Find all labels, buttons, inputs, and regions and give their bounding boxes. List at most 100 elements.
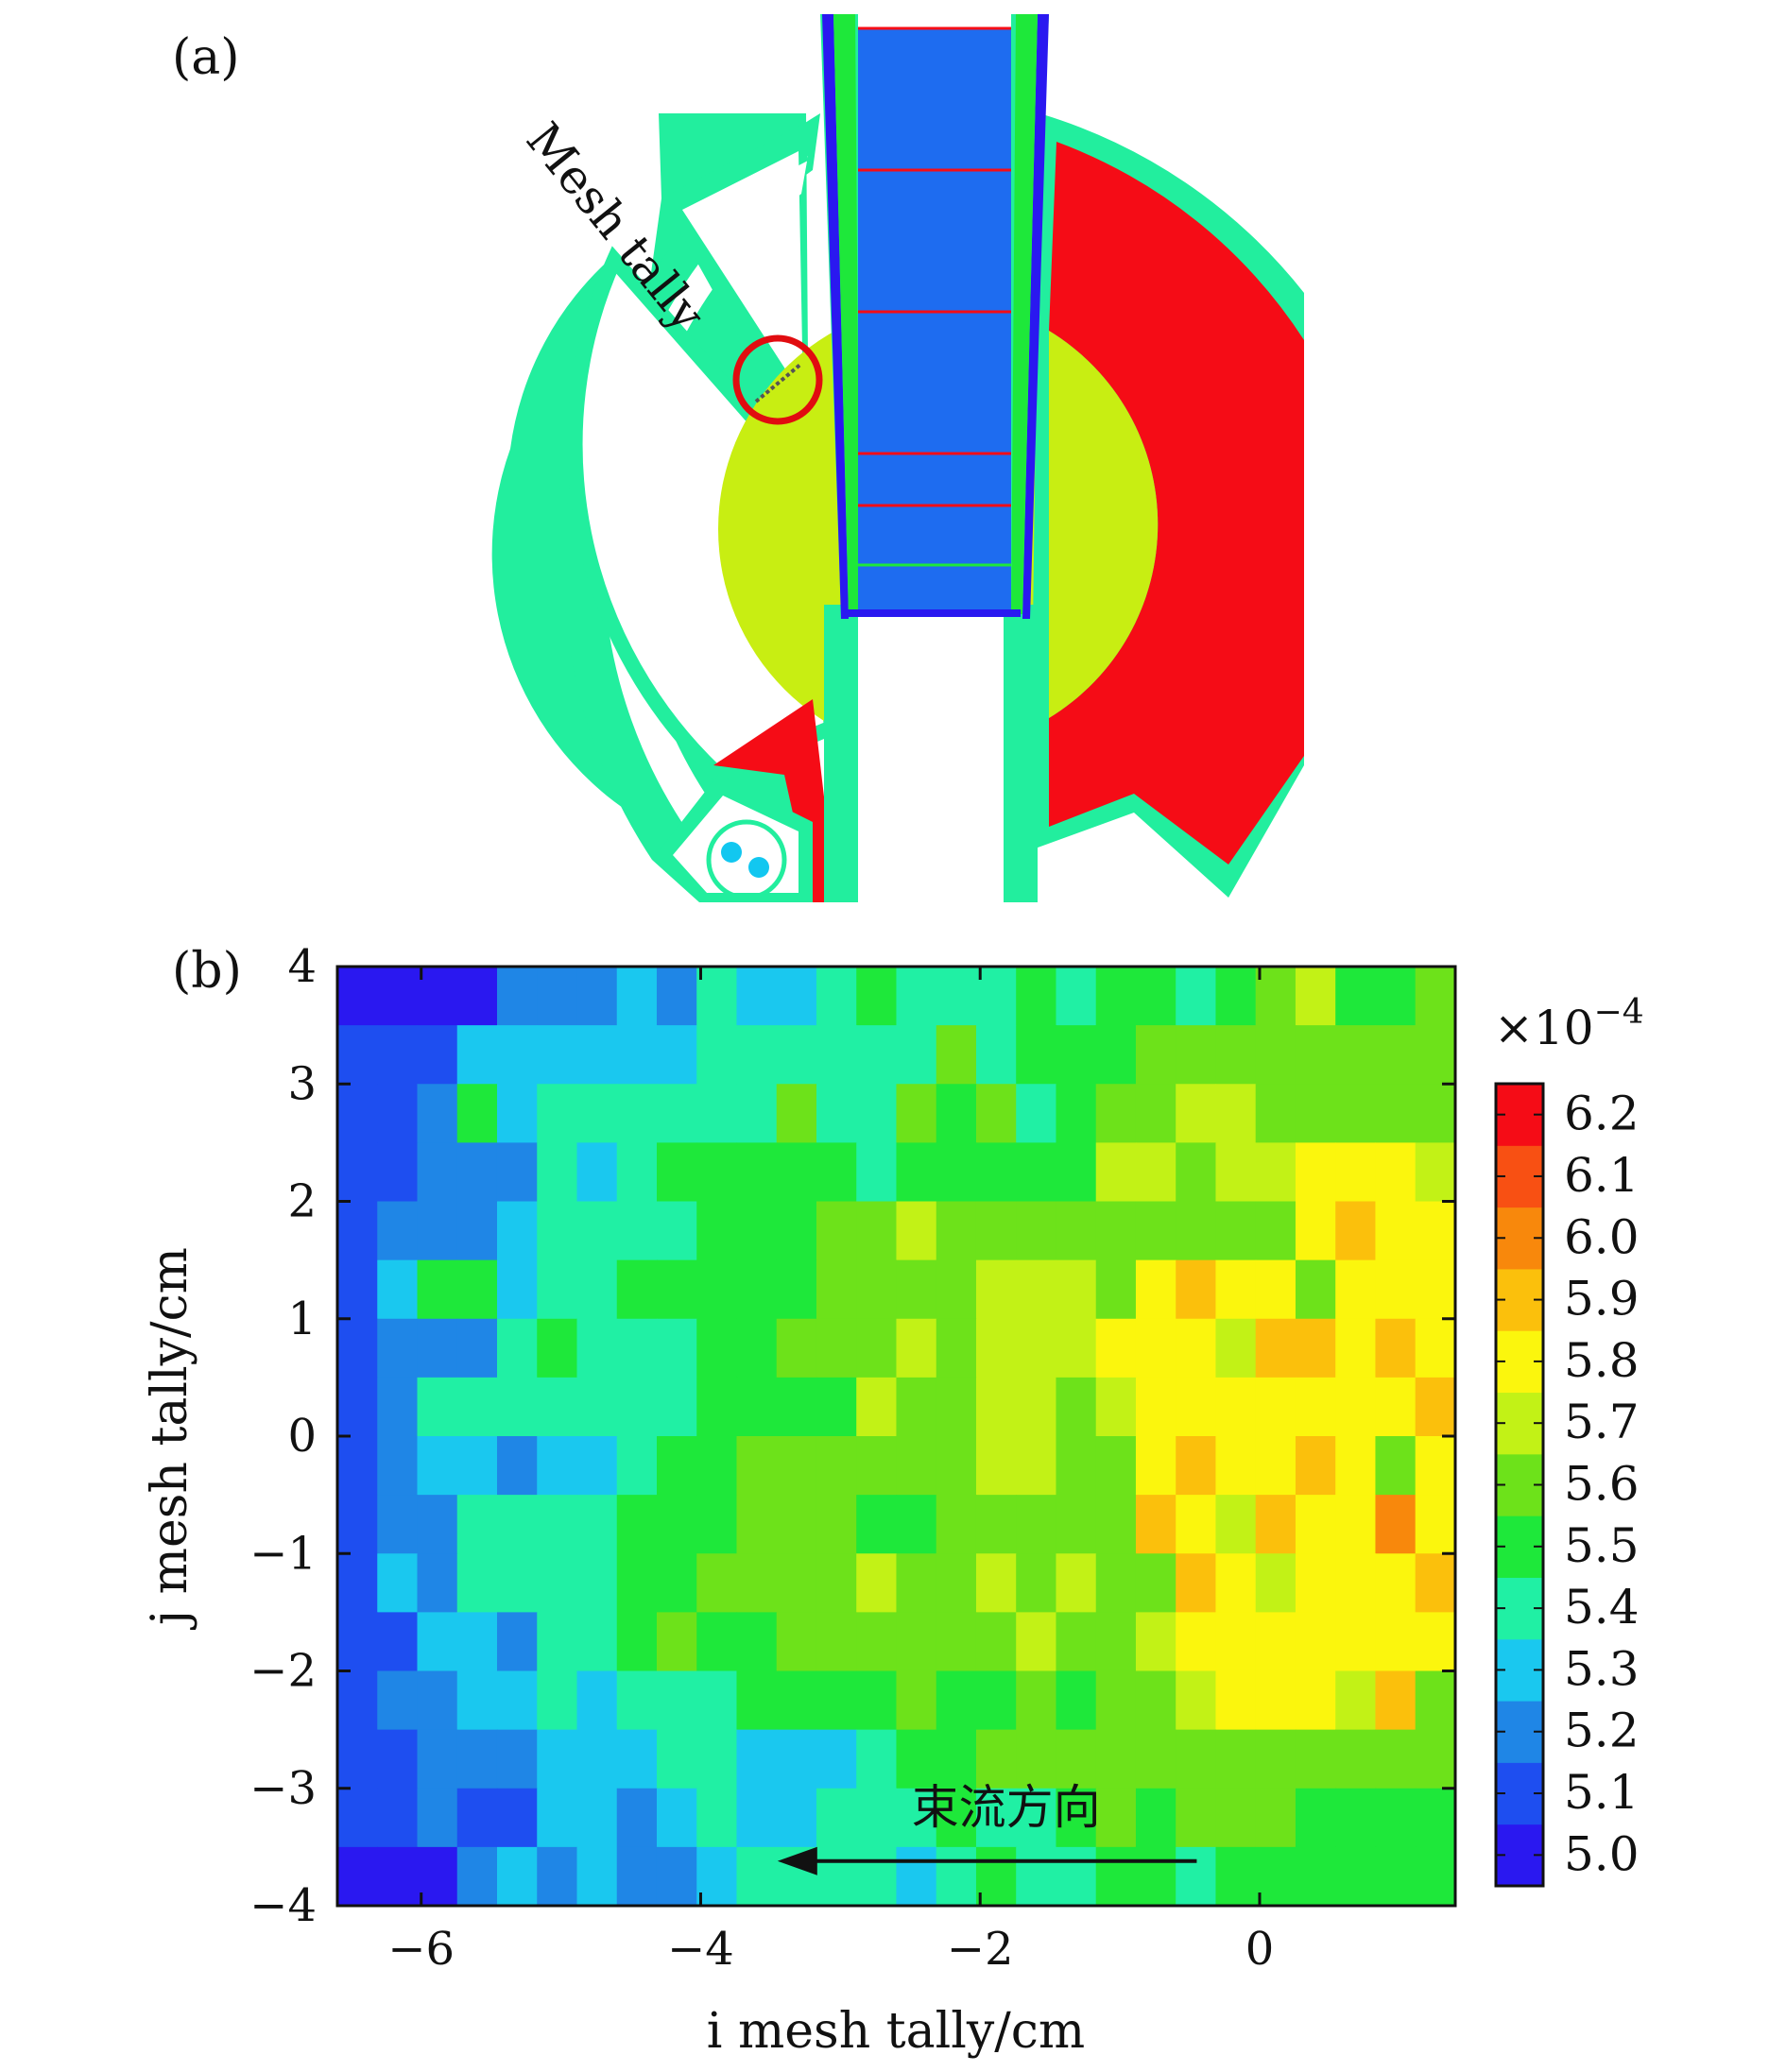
- heatmap-cell: [417, 1729, 458, 1789]
- heatmap-cell: [1095, 1084, 1137, 1143]
- heatmap-cell: [816, 1729, 857, 1789]
- colorbar: ×10−4 5.0 5.1 5.2 5.3 5.4 5.5 5.6 5.7 5.8 5.9 6.0 6…: [1494, 993, 1644, 1888]
- heatmap-cell: [856, 1142, 898, 1203]
- heatmap-cell: [1135, 1612, 1176, 1672]
- heatmap-cell: [1056, 967, 1097, 1026]
- heatmap-cell: [377, 1377, 419, 1437]
- heatmap-cell: [1415, 1025, 1456, 1085]
- heatmap-cell: [1415, 1318, 1456, 1378]
- beam-tube-wall-right: [1004, 605, 1038, 902]
- heatmap-cell: [736, 1318, 778, 1378]
- heatmap-cell: [1176, 1084, 1217, 1143]
- heatmap-cell: [856, 1201, 898, 1261]
- heatmap-cell: [1335, 1553, 1377, 1613]
- heatmap-cell: [856, 1318, 898, 1378]
- right-shield-red: [1049, 142, 1304, 865]
- heatmap-cell: [696, 1377, 738, 1437]
- heatmap-cell: [337, 1025, 378, 1085]
- heatmap-cell: [696, 1553, 738, 1613]
- target-blue-core: [858, 28, 1011, 609]
- colorbar-multiplier-base: ×10: [1494, 1001, 1594, 1055]
- heatmap-cell: [616, 1495, 658, 1554]
- heatmap-cell: [1295, 1436, 1336, 1496]
- colorbar-tick-label: 6.0: [1564, 1209, 1640, 1264]
- heatmap-cell: [656, 1025, 697, 1085]
- heatmap-cell: [1056, 1318, 1097, 1378]
- heatmap-cell: [1176, 1259, 1217, 1320]
- heatmap-cell: [1056, 1846, 1097, 1907]
- heatmap-cell: [975, 1436, 1017, 1496]
- heatmap-cell: [736, 1436, 778, 1496]
- heatmap-cell: [696, 1788, 738, 1848]
- x-axis-label: i mesh tally/cm: [707, 2003, 1085, 2060]
- x-axis: −6 −4 −2 0: [387, 967, 1274, 1976]
- heatmap-cell: [1016, 1436, 1057, 1496]
- heatmap-cell: [456, 1495, 498, 1554]
- heatmap-cell: [696, 1670, 738, 1731]
- heatmap-cell: [1415, 1495, 1456, 1554]
- heatmap-cell: [816, 1201, 857, 1261]
- heatmap-cell: [696, 1612, 738, 1672]
- heatmap-cell: [975, 1553, 1017, 1613]
- heatmap-cell: [1215, 1318, 1257, 1378]
- heatmap-cell: [896, 1612, 937, 1672]
- heatmap-cell: [1375, 1788, 1417, 1848]
- heatmap-cell: [776, 1318, 817, 1378]
- heatmap-cell: [1095, 1259, 1137, 1320]
- heatmap-cell: [896, 1259, 937, 1320]
- heatmap-cell: [377, 1670, 419, 1731]
- heatmap-cell: [496, 1084, 538, 1143]
- heatmap-cell: [496, 1729, 538, 1789]
- x-tick-label: −2: [947, 1923, 1014, 1976]
- colorbar-tick-label: 5.9: [1564, 1272, 1640, 1327]
- heatmap-cell: [1176, 1318, 1217, 1378]
- y-tick-label: 0: [287, 1410, 317, 1463]
- heatmap-cell: [417, 1788, 458, 1848]
- heatmap-cell: [656, 1436, 697, 1496]
- heatmap-cell: [975, 1142, 1017, 1203]
- heatmap-cell: [496, 967, 538, 1026]
- colorbar-ticks: 5.0 5.1 5.2 5.3 5.4 5.5 5.6 5.7 5.8 5.9 6.0 6.1 6.2: [1496, 1087, 1640, 1881]
- heatmap-cell: [776, 1259, 817, 1320]
- heatmap-cell: [1176, 1142, 1217, 1203]
- heatmap-cell: [377, 1846, 419, 1907]
- heatmap-cell: [896, 1318, 937, 1378]
- heatmap-cell: [496, 1377, 538, 1437]
- heatmap-cell: [1415, 1084, 1456, 1143]
- heatmap-cell: [776, 1495, 817, 1554]
- heatmap-cell: [936, 1670, 977, 1731]
- heatmap-cell: [1215, 1846, 1257, 1907]
- heatmap-cell: [896, 1495, 937, 1554]
- colorbar-tick-label: 6.2: [1564, 1087, 1640, 1141]
- heatmap-cell: [1375, 1025, 1417, 1085]
- heatmap-cell: [1335, 1084, 1377, 1143]
- heatmap-cell: [1176, 1788, 1217, 1848]
- heatmap-cell: [1255, 1670, 1297, 1731]
- heatmap-cell: [1176, 967, 1217, 1026]
- heatmap-cell: [936, 1788, 977, 1848]
- heatmap-cell: [696, 1201, 738, 1261]
- heatmap-cell: [417, 1612, 458, 1672]
- heatmap-cell: [537, 1553, 578, 1613]
- heatmap-cell: [975, 1084, 1017, 1143]
- heatmap-cell: [456, 1436, 498, 1496]
- heatmap-cell: [537, 1495, 578, 1554]
- heatmap-cell: [1056, 1025, 1097, 1085]
- colorbar-tick-label: 5.6: [1564, 1457, 1640, 1512]
- left-ring-interior: [603, 156, 808, 831]
- target-green-liner-right: [1011, 14, 1038, 614]
- heatmap-cell: [1255, 1495, 1297, 1554]
- heatmap-cell: [736, 1788, 778, 1848]
- heatmap-cell: [1255, 1025, 1297, 1085]
- heatmap-cell: [1016, 1377, 1057, 1437]
- heatmap-cell: [1215, 1084, 1257, 1143]
- heatmap-cell: [576, 1259, 618, 1320]
- heatmap-cell: [1375, 1259, 1417, 1320]
- heatmap-cell: [1375, 1142, 1417, 1203]
- heatmap-cell: [1016, 1201, 1057, 1261]
- heatmap-cell: [1095, 1318, 1137, 1378]
- heatmap-cell: [936, 1729, 977, 1789]
- heatmap-cell: [576, 967, 618, 1026]
- y-tick-label: 4: [287, 940, 317, 993]
